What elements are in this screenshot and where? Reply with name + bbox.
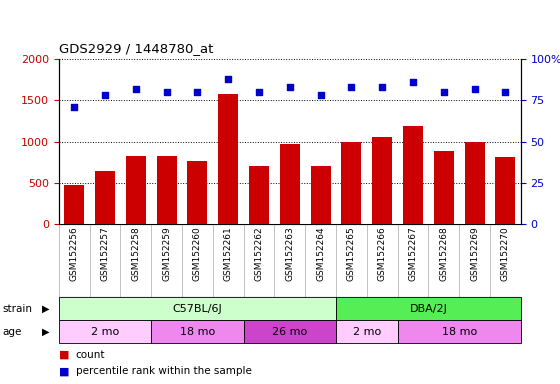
- Bar: [188, 161, 207, 224]
- Text: ▶: ▶: [42, 304, 49, 314]
- Bar: [151, 320, 244, 343]
- Text: ■: ■: [59, 350, 69, 360]
- Text: GSM152265: GSM152265: [347, 226, 356, 281]
- Bar: [336, 297, 521, 320]
- Text: age: age: [3, 327, 22, 337]
- Point: [408, 79, 417, 85]
- Text: GSM152270: GSM152270: [501, 226, 510, 281]
- Text: GSM152260: GSM152260: [193, 226, 202, 281]
- Bar: [59, 320, 151, 343]
- Point: [377, 84, 386, 90]
- Text: GSM152266: GSM152266: [377, 226, 387, 281]
- Bar: [218, 94, 238, 224]
- Bar: [249, 166, 269, 224]
- Text: GDS2929 / 1448780_at: GDS2929 / 1448780_at: [59, 42, 213, 55]
- Text: 2 mo: 2 mo: [91, 327, 119, 337]
- Text: count: count: [76, 350, 105, 360]
- Point: [100, 93, 109, 99]
- Bar: [95, 170, 115, 224]
- Point: [162, 89, 171, 95]
- Point: [347, 84, 356, 90]
- Bar: [434, 151, 454, 224]
- Bar: [496, 157, 515, 224]
- Point: [285, 84, 294, 90]
- Text: GSM152257: GSM152257: [100, 226, 110, 281]
- Bar: [336, 320, 398, 343]
- Point: [223, 76, 233, 82]
- Bar: [126, 156, 146, 224]
- Text: percentile rank within the sample: percentile rank within the sample: [76, 366, 251, 376]
- Bar: [342, 142, 361, 224]
- Bar: [59, 297, 336, 320]
- Text: 2 mo: 2 mo: [353, 327, 381, 337]
- Point: [69, 104, 78, 110]
- Bar: [403, 126, 423, 224]
- Bar: [280, 144, 300, 224]
- Point: [254, 89, 263, 95]
- Bar: [244, 320, 336, 343]
- Text: GSM152259: GSM152259: [162, 226, 171, 281]
- Text: GSM152258: GSM152258: [131, 226, 141, 281]
- Text: ▶: ▶: [42, 327, 49, 337]
- Bar: [372, 137, 392, 224]
- Text: C57BL/6J: C57BL/6J: [172, 304, 222, 314]
- Point: [316, 93, 325, 99]
- Text: GSM152269: GSM152269: [470, 226, 479, 281]
- Text: 18 mo: 18 mo: [180, 327, 215, 337]
- Text: GSM152261: GSM152261: [223, 226, 233, 281]
- Bar: [311, 166, 330, 224]
- Text: ■: ■: [59, 366, 69, 376]
- Text: GSM152263: GSM152263: [285, 226, 295, 281]
- Text: 26 mo: 26 mo: [272, 327, 307, 337]
- Point: [501, 89, 510, 95]
- Text: strain: strain: [3, 304, 33, 314]
- Bar: [398, 320, 521, 343]
- Bar: [465, 142, 484, 224]
- Text: 18 mo: 18 mo: [442, 327, 477, 337]
- Point: [193, 89, 202, 95]
- Text: GSM152268: GSM152268: [439, 226, 449, 281]
- Point: [131, 86, 140, 92]
- Bar: [64, 185, 84, 224]
- Text: GSM152256: GSM152256: [69, 226, 79, 281]
- Point: [439, 89, 448, 95]
- Text: DBA/2J: DBA/2J: [409, 304, 447, 314]
- Text: GSM152267: GSM152267: [408, 226, 418, 281]
- Bar: [157, 156, 176, 224]
- Point: [470, 86, 479, 92]
- Text: GSM152262: GSM152262: [254, 226, 264, 281]
- Text: GSM152264: GSM152264: [316, 226, 325, 281]
